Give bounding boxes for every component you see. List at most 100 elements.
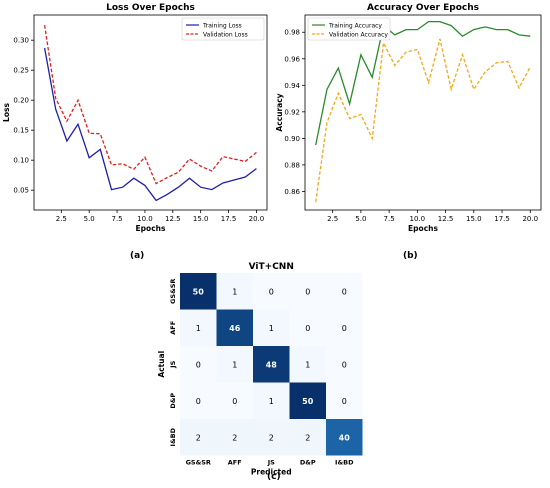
cm-cell-value: 50: [193, 287, 205, 296]
cm-cell-value: 1: [305, 360, 310, 369]
x-tick-label: 7.5: [111, 215, 122, 223]
y-tick-label: 0.05: [13, 187, 29, 195]
x-tick-label: 20.0: [522, 215, 538, 223]
plot-frame: [33, 14, 268, 211]
cm-y-tick-label: GS&SR: [169, 279, 177, 304]
cm-y-tick-label: I&BD: [169, 427, 177, 446]
cm-x-tick-label: I&BD: [335, 459, 354, 467]
x-tick-label: 10.0: [137, 215, 153, 223]
x-tick-label: 5.0: [355, 215, 366, 223]
cm-cell-value: 0: [342, 287, 347, 296]
cm-y-tick-label: AFF: [169, 321, 177, 335]
cm-cell: [253, 273, 290, 310]
loss-chart: Loss Over Epochs 2.5 5.0 7.5 10.0 12.5 15.0 17.…: [2, 3, 268, 233]
y-tick-label: 0.10: [13, 157, 29, 165]
series-line-0: [315, 20, 531, 146]
y-tick-label: 0.92: [284, 108, 300, 116]
cm-cell: [216, 382, 253, 419]
y-tick-label: 0.30: [13, 37, 29, 45]
cm-cell-value: 2: [196, 433, 201, 442]
y-tick-label: 0.98: [284, 29, 300, 37]
cm-x-tick-label: D&P: [300, 459, 316, 467]
cm-cell: [253, 382, 290, 419]
cm-cell: [180, 419, 217, 456]
cm-cell: [216, 273, 253, 310]
chart-title: Loss Over Epochs: [106, 3, 195, 13]
x-tick-label: 15.0: [466, 215, 482, 223]
cm-cell-value: 1: [232, 287, 237, 296]
cm-cell-value: 0: [305, 324, 310, 333]
cm-cell: [289, 309, 326, 346]
x-tick-label: 2.5: [327, 215, 338, 223]
cm-cell: [326, 382, 363, 419]
cm-cell: [216, 346, 253, 383]
cm-cell-value: 1: [232, 360, 237, 369]
cm-cell: [253, 419, 290, 456]
y-axis-label: Accuracy: [275, 93, 284, 131]
x-tick-label: 17.5: [494, 215, 510, 223]
cm-cell-value: 0: [342, 397, 347, 406]
legend-box: [307, 17, 391, 41]
cm-cell: [326, 419, 363, 456]
x-tick-label: 20.0: [249, 215, 265, 223]
x-tick-label: 15.0: [193, 215, 209, 223]
cm-cell-value: 50: [302, 397, 314, 406]
cm-x-axis-label: Predicted: [251, 468, 292, 477]
plot-frame: [304, 14, 542, 211]
cm-cell: [180, 309, 217, 346]
cm-cell: [289, 273, 326, 310]
cm-cell-value: 0: [342, 324, 347, 333]
cm-cell: [180, 273, 217, 310]
cm-cell-value: 2: [232, 433, 237, 442]
y-tick-label: 0.94: [284, 82, 300, 90]
cm-cell: [180, 382, 217, 419]
caption-b: (b): [403, 251, 418, 261]
caption-c: (c): [267, 472, 281, 482]
y-tick-label: 0.25: [13, 67, 29, 75]
cm-cell: [253, 309, 290, 346]
cm-y-axis-label: Actual: [157, 351, 166, 378]
caption-a: (a): [130, 251, 145, 261]
cm-cell: [326, 346, 363, 383]
series-line-1: [43, 25, 257, 185]
y-axis-label: Loss: [2, 103, 11, 122]
legend-label-0: Training Loss: [202, 22, 242, 29]
cm-y-tick-label: JS: [169, 360, 177, 368]
cm-cell-value: 40: [339, 433, 351, 442]
cm-cell-value: 0: [269, 287, 274, 296]
cm-cell-value: 46: [229, 324, 241, 333]
cm-cell-value: 1: [196, 324, 201, 333]
x-tick-label: 12.5: [438, 215, 454, 223]
cm-cell: [289, 346, 326, 383]
cm-cell: [180, 346, 217, 383]
x-axis-label: Epochs: [408, 224, 438, 233]
series-line-0: [43, 47, 257, 202]
cm-cell: [326, 273, 363, 310]
cm-cell-value: 0: [232, 397, 237, 406]
x-tick-label: 17.5: [221, 215, 237, 223]
cm-y-tick-label: D&P: [169, 393, 177, 409]
legend-label-1: Validation Loss: [203, 31, 248, 38]
legend-label-1: Validation Accuracy: [329, 31, 388, 38]
cm-title: ViT+CNN: [249, 262, 294, 272]
chart-title: Accuracy Over Epochs: [367, 3, 479, 13]
y-tick-label: 0.90: [284, 135, 300, 143]
x-tick-label: 10.0: [410, 215, 426, 223]
legend-label-0: Training Accuracy: [328, 22, 382, 29]
cm-cell-value: 48: [266, 360, 278, 369]
accuracy-chart: Accuracy Over Epochs 2.5 5.0 7.5 10.0 12.5 15.…: [275, 3, 542, 233]
cm-cell: [326, 309, 363, 346]
cm-cell-value: 0: [342, 360, 347, 369]
cm-cell-value: 0: [305, 287, 310, 296]
legend-box: [181, 17, 265, 41]
cm-x-tick-label: JS: [267, 459, 275, 467]
cm-cell: [289, 382, 326, 419]
x-tick-label: 2.5: [56, 215, 67, 223]
cm-cell: [289, 419, 326, 456]
y-tick-label: 0.15: [13, 127, 29, 135]
cm-cell-value: 2: [269, 433, 274, 442]
confusion-matrix: ViT+CNN 50 1 0 0 0 1 46 1 0 0 0 1 48 1 0 0 0 1 50 0 2 2 2 2 40 GS&…: [157, 262, 363, 477]
cm-cell-value: 1: [269, 324, 274, 333]
series-line-1: [315, 38, 531, 203]
cm-cell-value: 1: [269, 397, 274, 406]
